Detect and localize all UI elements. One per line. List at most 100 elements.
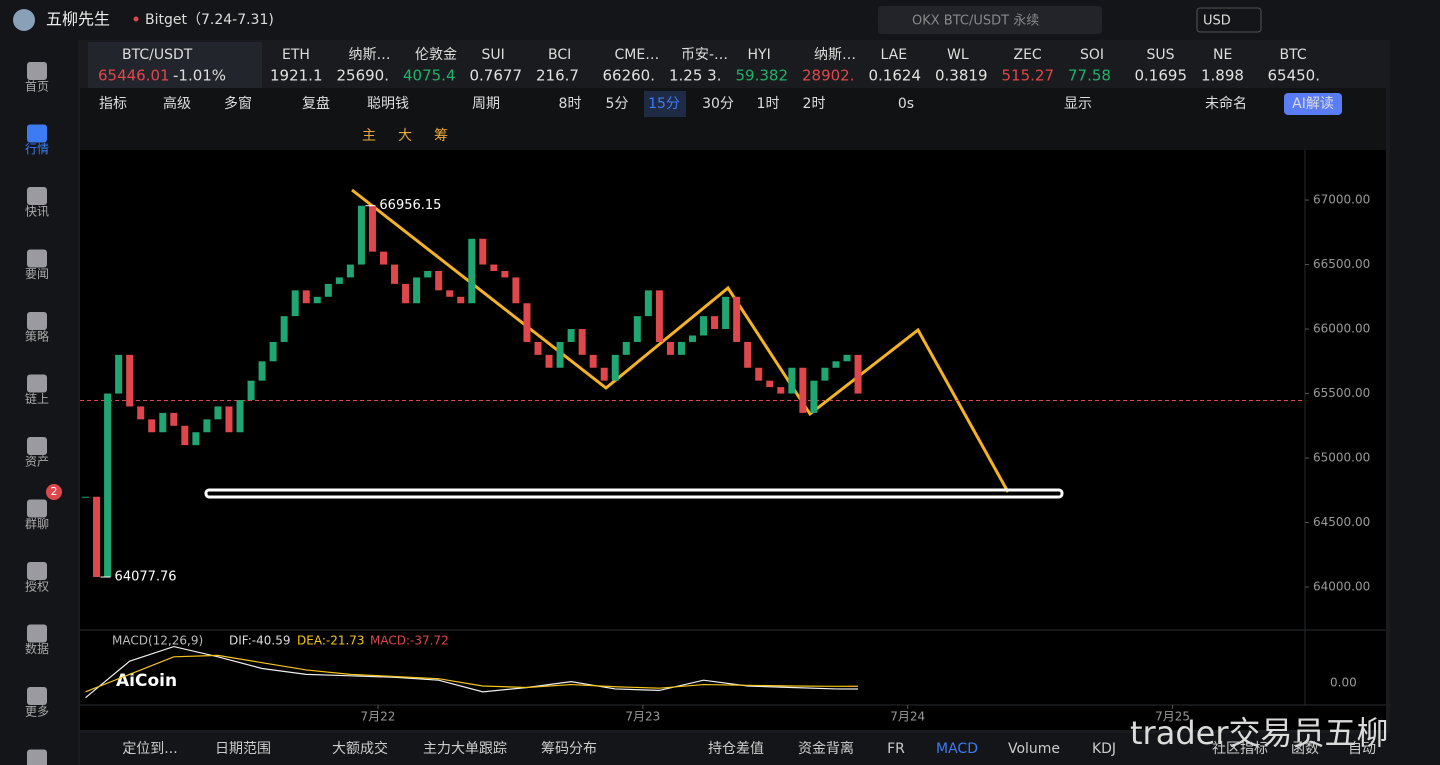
active-period [644, 91, 686, 117]
sidebar-icon[interactable] [27, 624, 47, 643]
macd-label: MACD(12,26,9) [112, 634, 203, 648]
ticker-price[interactable]: 66260. [603, 67, 656, 85]
sidebar-icon[interactable] [27, 124, 47, 143]
bottom-tab[interactable]: KDJ [1092, 741, 1116, 757]
bottom-tab[interactable]: FR [887, 741, 905, 757]
toolbar-item[interactable]: 5分 [606, 96, 629, 112]
draw-tool[interactable]: 大 [398, 128, 412, 144]
toolbar-item[interactable]: 2时 [803, 96, 826, 112]
bottom-tab[interactable]: 函数 [1291, 741, 1319, 757]
ticker-price[interactable]: 4075.4 [403, 67, 456, 85]
candle [137, 406, 145, 420]
ticker-price[interactable]: 0.1624 [869, 67, 922, 85]
ticker-price[interactable]: 1921.1 [270, 67, 323, 85]
ticker-price[interactable]: 1.898 [1201, 67, 1244, 85]
candle [82, 496, 90, 498]
sidebar-icon[interactable] [27, 687, 47, 705]
sidebar-label: 链上 [25, 391, 49, 406]
active-ticker[interactable] [88, 42, 262, 88]
ticker-name[interactable]: BTC [1280, 47, 1307, 63]
toolbar-item[interactable]: 高级 [163, 95, 191, 112]
bottom-tab[interactable]: 筹码分布 [541, 740, 597, 757]
ticker-name[interactable]: SUS [1147, 47, 1175, 63]
ticker-price[interactable]: 25690. [337, 67, 390, 85]
ticker-price[interactable]: 1.25 3. [669, 67, 721, 85]
toolbar-item[interactable]: 指标 [99, 96, 127, 112]
sidebar-icon[interactable] [27, 437, 47, 455]
search-box[interactable] [878, 6, 1102, 34]
toolbar-item[interactable]: 周期 [472, 96, 500, 112]
toolbar-item[interactable]: 30分 [702, 96, 734, 112]
candle [170, 412, 178, 426]
ticker-name[interactable]: 伦敦金 [415, 47, 457, 63]
ticker-name[interactable]: 纳斯… [814, 47, 856, 63]
macd-dea [85, 654, 859, 693]
ticker-price[interactable]: 65446.01 [98, 67, 170, 85]
sidebar-icon[interactable] [27, 312, 47, 330]
ticker-name[interactable]: SOI [1080, 47, 1104, 63]
toolbar-item[interactable]: 15分 [648, 96, 680, 112]
ticker-price[interactable]: 0.3819 [935, 67, 988, 85]
ticker-name[interactable]: LAE [881, 47, 908, 63]
draw-tool[interactable]: 主 [362, 128, 376, 144]
toolbar-item[interactable]: 1时 [757, 96, 780, 112]
ticker-price[interactable]: 28902. [802, 67, 855, 85]
y-tick-label: 65500.00 [1313, 386, 1370, 400]
ticker-price[interactable]: 59.382 [736, 67, 789, 85]
ticker-name[interactable]: HYI [748, 47, 771, 63]
ticker-name[interactable]: CME… [615, 47, 660, 63]
ticker-name[interactable]: WL [947, 47, 969, 63]
support-box [204, 488, 1064, 499]
candle [854, 354, 862, 394]
toolbar-item[interactable]: 未命名 [1205, 95, 1247, 112]
sidebar-icon[interactable] [27, 62, 47, 80]
toolbar-item[interactable]: 复盘 [302, 95, 330, 112]
ticker-price[interactable]: 65450. [1268, 67, 1321, 85]
toolbar-item[interactable]: 8时 [559, 96, 582, 112]
sidebar-icon[interactable] [27, 562, 47, 580]
currency-select[interactable] [1196, 7, 1262, 33]
draw-tool[interactable]: 筹 [434, 127, 448, 144]
ticker-name[interactable]: NE [1213, 47, 1232, 63]
sidebar-icon[interactable] [27, 749, 47, 765]
bottom-tab[interactable]: MACD [936, 741, 978, 757]
sidebar-icon[interactable] [27, 187, 47, 205]
ticker-name[interactable]: SUI [482, 47, 505, 63]
dot [133, 16, 139, 22]
bottom-tab[interactable]: 定位到... [122, 741, 177, 757]
bottom-tab[interactable]: 日期范围 [215, 740, 271, 757]
bottom-tab[interactable]: 社区指标 [1212, 741, 1268, 757]
bottom-tab[interactable]: 大额成交 [332, 740, 388, 757]
ticker-price[interactable]: 515.27 [1002, 67, 1055, 85]
toolbar-item[interactable]: 多窗 [224, 95, 252, 112]
avatar [13, 9, 35, 31]
ticker-name[interactable]: BTC/USDT [122, 47, 193, 63]
bottom-tab[interactable]: 持仓差值 [708, 741, 764, 757]
toolbar-item[interactable]: 0s [898, 96, 914, 112]
toolbar-item[interactable]: 聪明钱 [367, 96, 409, 112]
bottom-tab[interactable]: Volume [1008, 741, 1060, 757]
toolbar-item[interactable]: 显示 [1064, 96, 1092, 112]
toolbar-item[interactable]: AI解读 [1292, 95, 1334, 112]
bottom-tab[interactable]: 自动 [1348, 741, 1376, 757]
candle [357, 205, 365, 265]
sidebar-icon[interactable] [27, 374, 47, 393]
ticker-name[interactable]: ETH [282, 47, 310, 63]
ticker-price[interactable]: 0.1695 [1135, 67, 1188, 85]
ticker-name[interactable]: 纳斯… [349, 47, 391, 63]
bottom-tab[interactable]: 资金背离 [798, 740, 854, 757]
ticker-name[interactable]: 币安-… [681, 47, 728, 63]
candle [722, 296, 730, 330]
sidebar-icon[interactable] [27, 249, 47, 268]
bottom-tab[interactable]: 主力大单跟踪 [423, 741, 507, 757]
ticker-price[interactable]: 77.58 [1068, 67, 1111, 85]
sidebar-icon[interactable] [27, 499, 47, 518]
candle [104, 393, 112, 578]
ticker-price[interactable]: 216.7 [536, 67, 579, 85]
ticker-price[interactable]: 0.7677 [470, 67, 523, 85]
ai-button[interactable] [1284, 93, 1342, 115]
ticker-name[interactable]: BCI [548, 47, 571, 63]
candle [236, 399, 244, 433]
ticker-name[interactable]: ZEC [1014, 47, 1042, 63]
